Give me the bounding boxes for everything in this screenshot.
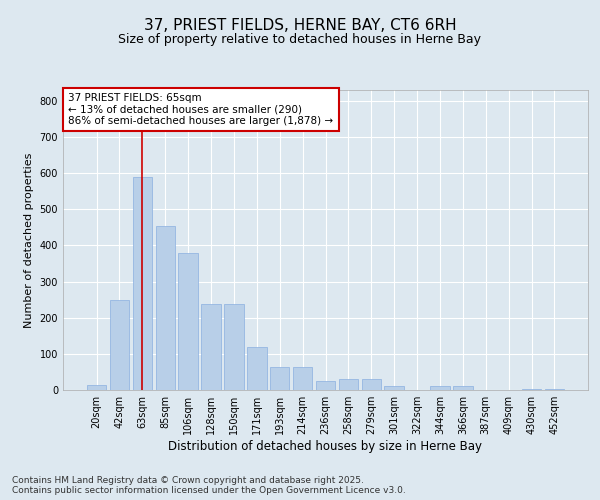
Bar [338,379,358,390]
Text: Size of property relative to detached houses in Herne Bay: Size of property relative to detached ho… [119,32,482,46]
Bar [430,386,449,390]
Bar [133,176,152,390]
Text: 37 PRIEST FIELDS: 65sqm
← 13% of detached houses are smaller (290)
86% of semi-d: 37 PRIEST FIELDS: 65sqm ← 13% of detache… [68,93,334,126]
Bar [316,381,335,390]
Bar [202,304,221,390]
Text: Contains HM Land Registry data © Crown copyright and database right 2025.
Contai: Contains HM Land Registry data © Crown c… [12,476,406,495]
Bar [87,384,106,390]
Bar [270,366,289,390]
Bar [247,348,266,390]
Y-axis label: Number of detached properties: Number of detached properties [24,152,34,328]
Text: 37, PRIEST FIELDS, HERNE BAY, CT6 6RH: 37, PRIEST FIELDS, HERNE BAY, CT6 6RH [143,18,457,32]
Bar [224,304,244,390]
Bar [385,386,404,390]
Bar [178,254,198,390]
Bar [453,386,473,390]
Bar [293,366,313,390]
Bar [362,379,381,390]
Bar [522,389,541,390]
Bar [110,300,129,390]
Bar [155,226,175,390]
X-axis label: Distribution of detached houses by size in Herne Bay: Distribution of detached houses by size … [169,440,482,453]
